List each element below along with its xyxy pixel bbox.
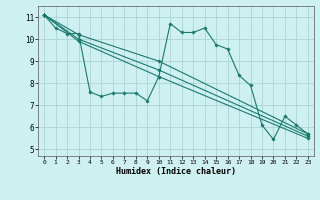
X-axis label: Humidex (Indice chaleur): Humidex (Indice chaleur) [116, 167, 236, 176]
